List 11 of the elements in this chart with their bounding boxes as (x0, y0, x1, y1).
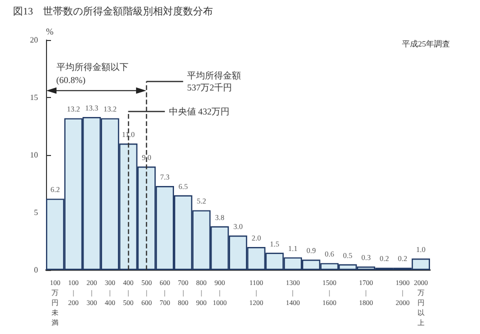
ref-line-label: 平均所得金額 537万2千円 (187, 70, 242, 92)
chart-title: 図13 世帯数の所得金額階級別相対度数分布 (13, 6, 213, 18)
ref-line-label: 中央値 432万円 (168, 106, 230, 116)
y-tick-label: 5 (34, 208, 38, 217)
y-tick-label: 15 (30, 93, 38, 102)
y-tick-label: 0 (34, 266, 38, 274)
annotation: 平成25年調査 (402, 40, 450, 48)
y-axis-title: % (46, 26, 54, 36)
y-tick-label: 20 (30, 36, 38, 44)
annotation: 平均所得金額以下 (60.8%) (56, 62, 128, 86)
y-tick-label: 10 (30, 150, 38, 160)
